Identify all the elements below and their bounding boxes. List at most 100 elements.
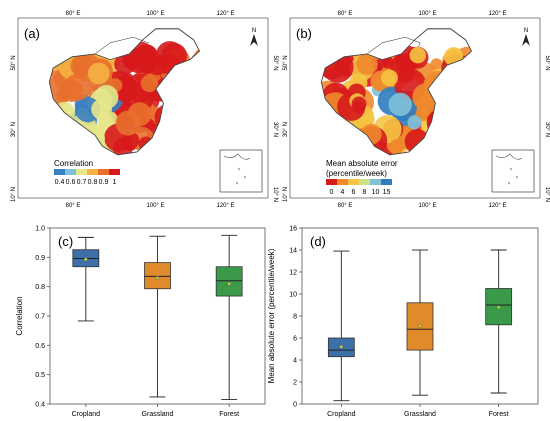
lon-tick-bottom: 100° E [418, 203, 436, 209]
legend-swatch [359, 179, 370, 185]
map-value-blob [70, 54, 93, 78]
lat-tick-right: 30° N [272, 122, 278, 137]
lat-tick-right: 10° N [544, 187, 550, 202]
legend-tick: 6 [352, 189, 356, 196]
y-tick-label: 0.8 [35, 284, 45, 291]
map-value-blob [388, 92, 412, 117]
panel-label: (c) [58, 234, 73, 249]
mean-point [496, 305, 501, 310]
lat-tick-right: 50° N [272, 55, 278, 70]
lon-tick-top: 80° E [338, 11, 353, 17]
map-value-blob [63, 74, 91, 101]
legend-tick: 0.6 [66, 179, 76, 186]
legend-swatch [337, 179, 348, 185]
legend-swatch [326, 179, 337, 185]
panel-label: (a) [24, 26, 40, 41]
y-tick-label: 16 [289, 226, 297, 233]
y-tick-label: 4 [293, 358, 297, 365]
x-tick-label: Grassland [404, 411, 436, 418]
lat-tick-left: 30° N [283, 122, 289, 137]
y-tick-label: 0 [293, 402, 297, 409]
legend-swatch [76, 169, 87, 175]
map-value-blob [389, 139, 405, 155]
lon-tick-top: 120° E [488, 11, 506, 17]
inset-islands [223, 153, 251, 185]
legend-title: Mean absolute error [326, 159, 398, 168]
y-tick-label: 8 [293, 314, 297, 321]
box-grassland [406, 249, 434, 396]
lon-tick-bottom: 80° E [338, 203, 353, 209]
y-axis-label: Mean absolute error (percentile/week) [267, 248, 276, 383]
lon-tick-top: 120° E [216, 11, 234, 17]
box-cropland [72, 236, 100, 322]
map-value-blob [140, 74, 159, 93]
legend-tick: 0.9 [99, 179, 109, 186]
lat-tick-left: 50° N [283, 55, 289, 70]
x-tick-label: Forest [489, 411, 509, 418]
y-tick-label: 0.5 [35, 372, 45, 379]
boxplot-panel-d: 0 2 4 6 8 10 12 14 16 Cropland Grassland Forest Mean… [267, 226, 539, 418]
mean-point [418, 324, 422, 328]
y-tick-label: 0.6 [35, 343, 45, 350]
map-panel-a: (a) 80° E 80° E 100° E 100° E 120° E 120° E 50°… [11, 11, 278, 209]
legend-swatch [65, 169, 76, 175]
mean-point [227, 281, 231, 286]
box-grassland [144, 235, 171, 398]
box-forest [485, 249, 513, 394]
mean-point [339, 344, 344, 349]
china-border [48, 28, 200, 156]
legend-tick: 1 [113, 179, 117, 186]
lat-tick-right: 30° N [544, 122, 550, 137]
legend-tick: 10 [372, 189, 380, 196]
map-value-blob [88, 62, 110, 85]
south-china-sea-inset [219, 149, 263, 193]
map-value-blob [115, 110, 141, 136]
legend-tick: 0.8 [88, 179, 98, 186]
y-tick-label: 6 [293, 336, 297, 343]
china-border [320, 28, 472, 156]
lat-tick-left: 10° N [11, 187, 17, 202]
iqr-box [215, 266, 243, 297]
legend-title: Correlation [54, 159, 93, 168]
lon-tick-bottom: 120° E [488, 203, 506, 209]
y-tick-label: 10 [289, 292, 297, 299]
legend-swatch [54, 169, 65, 175]
north-label: N [252, 28, 256, 34]
legend-tick: 0 [330, 189, 334, 196]
legend-tick: 0.4 [55, 179, 65, 186]
inset-islands [495, 153, 523, 185]
map-value-blob [356, 53, 378, 75]
y-tick-label: 0.4 [35, 402, 45, 409]
lon-tick-top: 100° E [146, 11, 164, 17]
y-tick-label: 12 [289, 270, 297, 277]
lat-tick-left: 50° N [11, 55, 17, 70]
legend-tick: 8 [363, 189, 367, 196]
y-tick-label: 0.9 [35, 255, 45, 262]
x-tick-label: Cropland [327, 411, 356, 418]
north-arrow-icon [522, 34, 530, 46]
legend-swatch [109, 169, 120, 175]
legend-swatch [87, 169, 98, 175]
lat-tick-left: 10° N [283, 187, 289, 202]
panel-label: (d) [310, 234, 326, 249]
north-label: N [524, 28, 528, 34]
legend-swatch [98, 169, 109, 175]
x-tick-label: Cropland [72, 411, 101, 418]
lat-tick-left: 30° N [11, 122, 17, 137]
map-value-blob [409, 47, 426, 64]
south-china-sea-inset [491, 149, 535, 193]
box-forest [215, 234, 243, 401]
legend-swatch [370, 179, 381, 185]
lat-tick-right: 10° N [272, 187, 278, 202]
lon-tick-bottom: 80° E [66, 203, 81, 209]
map-value-blob [381, 69, 398, 87]
map-value-blob [91, 99, 112, 120]
y-tick-label: 1.0 [35, 226, 45, 233]
y-tick-label: 2 [293, 380, 297, 387]
y-tick-label: 14 [289, 248, 297, 255]
legend-tick: 0.7 [77, 179, 87, 186]
panel-label: (b) [296, 26, 312, 41]
box-cropland [327, 250, 355, 402]
lat-tick-right: 50° N [544, 55, 550, 70]
lon-tick-top: 80° E [66, 11, 81, 17]
